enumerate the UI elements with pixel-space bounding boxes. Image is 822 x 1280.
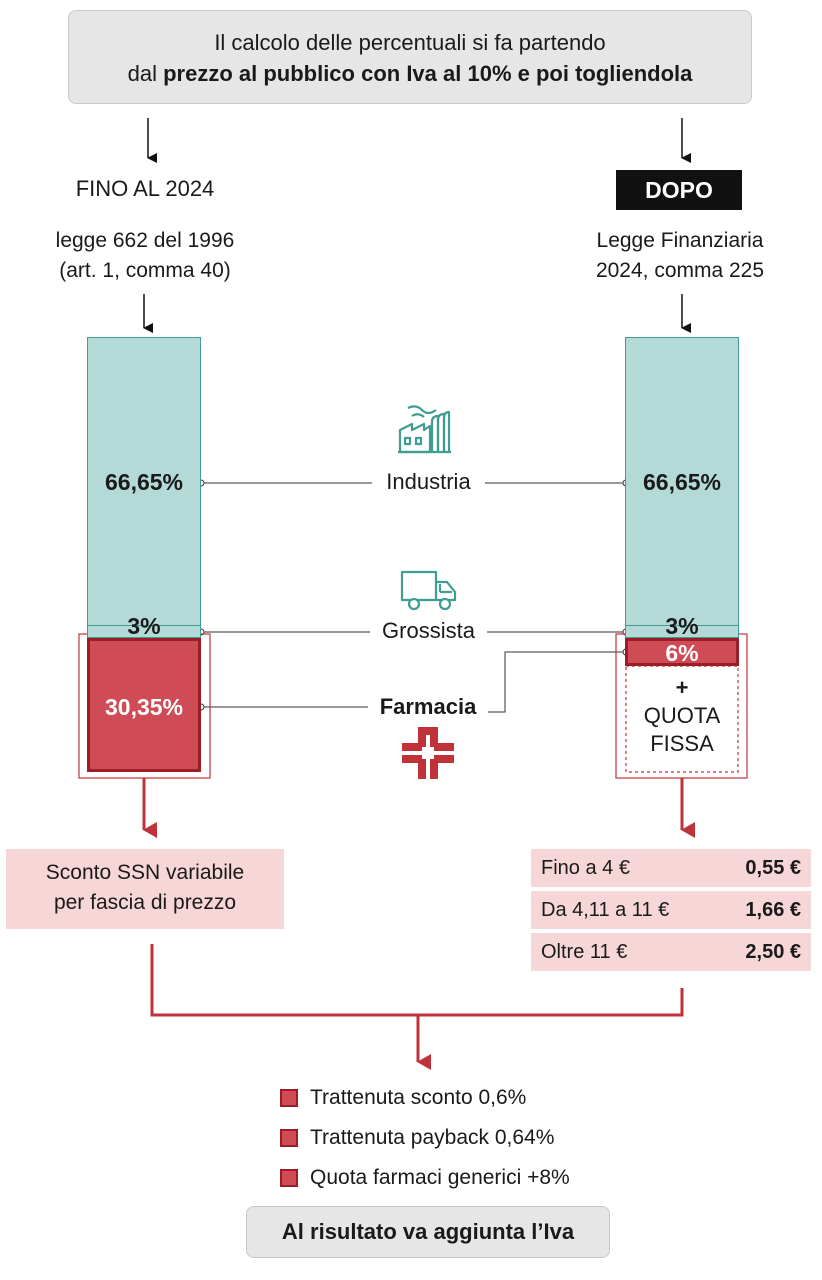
legend-swatch [280,1169,298,1187]
plus-sign: + [675,675,689,700]
fee-amount: 0,55 € [745,856,801,879]
right-farmacia-bar [625,638,739,666]
pharmacy-cross-icon [402,727,454,779]
grossista-label: Grossista [370,618,487,644]
right-industria-pct: 66,65% [642,469,721,495]
legend-swatch [280,1089,298,1107]
left-grossista-pct: 3% [127,613,161,639]
left-law-line1: legge 662 del 1996 [55,229,235,252]
fee-row: Da 4,11 a 11 € 1,66 € [531,891,811,929]
fee-row: Oltre 11 € 2,50 € [531,933,811,971]
legend-label: Trattenuta sconto 0,6% [310,1086,527,1109]
right-law-line2: 2024, comma 225 [595,259,765,282]
truck-icon [400,570,457,611]
left-farmacia-bar [87,638,201,772]
right-farmacia-pct: 6% [665,640,699,666]
left-title: FINO AL 2024 [75,176,215,201]
left-industria-bar [87,337,201,626]
discount-line2: per fascia di prezzo [53,891,237,914]
left-farmacia-pct: 30,35% [104,694,183,720]
fee-amount: 1,66 € [745,898,801,921]
legend-item: Trattenuta sconto 0,6% [280,1078,570,1118]
right-law-line1: Legge Finanziaria [596,229,764,252]
header-box: Il calcolo delle percentuali si fa parte… [68,10,752,104]
left-discount-box: Sconto SSN variabile per fascia di prezz… [6,849,284,929]
farmacia-label: Farmacia [368,694,488,720]
legend-label: Trattenuta payback 0,64% [310,1126,555,1149]
left-law: legge 662 del 1996 (art. 1, comma 40) [20,226,270,286]
right-title-badge: DOPO [616,170,742,210]
header-line2: dal prezzo al pubblico con Iva al 10% e … [127,61,693,86]
discount-line1: Sconto SSN variabile [45,861,245,884]
legend-item: Trattenuta payback 0,64% [280,1118,570,1158]
legend-label: Quota farmaci generici +8% [310,1166,570,1189]
fee-range: Da 4,11 a 11 € [541,898,670,921]
legend-swatch [280,1129,298,1147]
right-grossista-bar [625,625,739,638]
right-quota-fissa: + QUOTA FISSA [625,674,739,758]
factory-icon [398,405,451,454]
footer-box: Al risultato va aggiunta l’Iva [246,1206,610,1258]
right-law: Legge Finanziaria 2024, comma 225 [560,226,800,286]
fee-row: Fino a 4 € 0,55 € [531,849,811,887]
right-grossista-pct: 3% [665,613,699,639]
quota-line2: FISSA [650,731,714,756]
left-law-line2: (art. 1, comma 40) [59,259,231,282]
fee-table: Fino a 4 € 0,55 € Da 4,11 a 11 € 1,66 € … [531,849,811,971]
fee-range: Oltre 11 € [541,940,628,963]
left-industria-pct: 66,65% [104,469,183,495]
header-line1: Il calcolo delle percentuali si fa parte… [214,30,606,55]
quota-line1: QUOTA [643,703,721,728]
legend-item: Quota farmaci generici +8% [280,1158,570,1198]
legend: Trattenuta sconto 0,6% Trattenuta paybac… [280,1078,570,1198]
fee-range: Fino a 4 € [541,856,630,879]
header-bold: prezzo al pubblico con Iva al 10% e poi … [163,61,693,86]
fee-amount: 2,50 € [745,940,801,963]
industria-label: Industria [372,469,485,495]
right-industria-bar [625,337,739,626]
left-grossista-bar [87,625,201,638]
